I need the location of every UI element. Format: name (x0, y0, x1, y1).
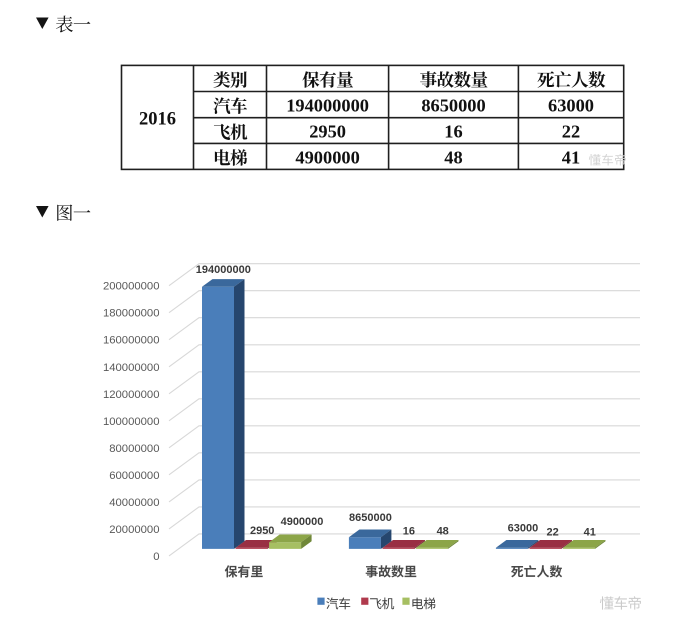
svg-text:41: 41 (562, 147, 580, 167)
svg-text:63000: 63000 (548, 96, 594, 116)
svg-text:40000000: 40000000 (109, 497, 159, 509)
svg-text:48: 48 (444, 147, 462, 167)
svg-text:200000000: 200000000 (103, 281, 160, 293)
svg-text:60000000: 60000000 (109, 470, 159, 482)
svg-text:48: 48 (437, 525, 449, 537)
svg-text:4900000: 4900000 (281, 516, 324, 528)
svg-text:180000000: 180000000 (103, 308, 160, 320)
svg-text:16: 16 (403, 525, 415, 537)
svg-text:80000000: 80000000 (109, 443, 159, 455)
svg-text:0: 0 (153, 551, 159, 563)
svg-text:160000000: 160000000 (103, 335, 160, 347)
svg-text:120000000: 120000000 (103, 389, 160, 401)
svg-text:194000000: 194000000 (286, 96, 369, 116)
svg-text:8650000: 8650000 (349, 512, 392, 524)
svg-text:63000: 63000 (508, 522, 539, 534)
svg-text:2950: 2950 (309, 122, 346, 142)
svg-text:16: 16 (444, 122, 462, 142)
svg-text:20000000: 20000000 (109, 524, 159, 536)
svg-text:2950: 2950 (250, 525, 274, 537)
svg-text:194000000: 194000000 (196, 264, 251, 276)
svg-text:4900000: 4900000 (295, 147, 359, 167)
svg-text:22: 22 (562, 122, 580, 142)
svg-text:22: 22 (546, 527, 558, 539)
svg-text:8650000: 8650000 (421, 96, 485, 116)
svg-text:41: 41 (584, 527, 596, 539)
svg-text:2016: 2016 (139, 109, 176, 129)
svg-text:140000000: 140000000 (103, 362, 160, 374)
svg-text:100000000: 100000000 (103, 416, 160, 428)
